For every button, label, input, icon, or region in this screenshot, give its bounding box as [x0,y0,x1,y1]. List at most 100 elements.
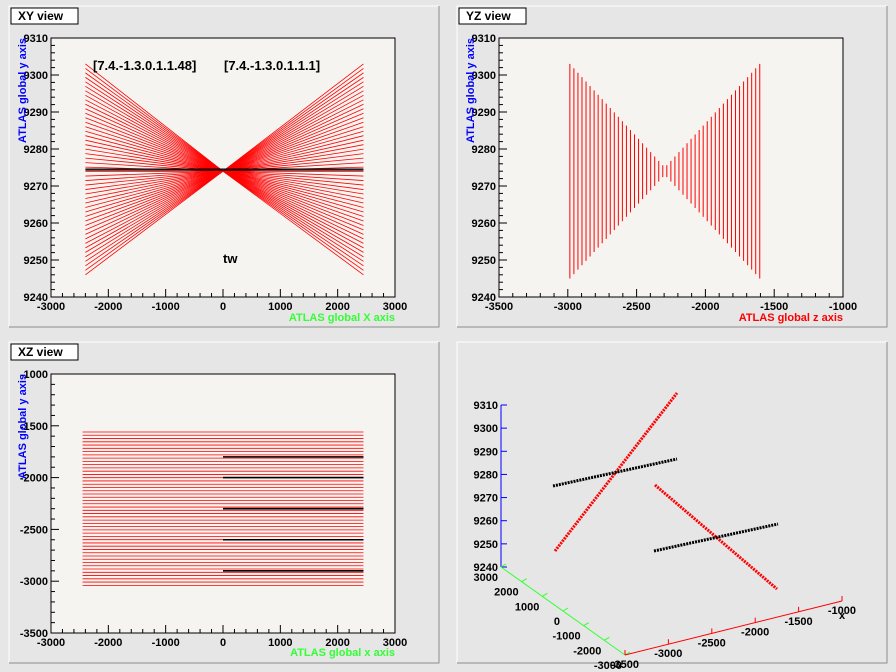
corner-marker-icon: x [839,610,846,622]
track-line-right [222,170,364,240]
z-tick-label: -2500 [698,637,726,649]
track-line-left [85,63,224,172]
x-tick-label: -1500 [760,301,788,313]
track-line-right [222,72,364,172]
track-line-right [222,94,364,172]
track-line-right [222,90,364,172]
track-line-right [222,153,364,172]
x-tick-label: -3000 [37,637,65,649]
track-line-right [222,170,364,217]
y-tick-label: 9250 [24,255,48,267]
track-line-right [222,170,364,208]
track-line-right [222,170,364,181]
track-line-right [222,103,364,172]
track-line-left [85,126,224,172]
y-tick-label: 9280 [474,469,498,481]
x-tick-label: -1000 [829,301,857,313]
x-tick-label: -2000 [94,301,122,313]
track-line-right [222,170,364,213]
x-tick-label: 2000 [494,587,518,599]
x-tick-label: 2000 [325,301,349,313]
x-tick-label: -3000 [594,660,622,672]
x-axis-ticks: -3000 -2000 -1000 0 1000 2000 3000 [37,289,407,313]
y-tick-label: 9290 [474,446,498,458]
track-line-right [222,77,364,172]
y-axis-ticks: 9240 9250 9260 9270 9280 9290 9300 9310 [472,33,507,304]
y-tick-label: -2000 [20,473,48,485]
track-line-left [85,121,224,172]
z-axis-line [624,600,843,656]
track-line-left [85,170,224,217]
track-line-left [85,170,224,249]
y-tick-label: 9280 [472,144,496,156]
pad-3d-view[interactable]: 9240 9250 9260 9270 9280 9290 9300 9310 3000 2000… [456,341,888,672]
track-line-left [85,72,224,172]
track-line-right [222,170,364,222]
z-tick-label: -3000 [654,648,682,660]
pad-frame-highlight [456,341,887,663]
y-tick-label: 9310 [474,400,498,412]
track-line-right [222,139,364,172]
x-tick-mark [542,592,548,597]
track-line-left [85,170,224,240]
track-line-right [222,170,364,253]
y-tick-label: -1500 [20,421,48,433]
y-tick-label: 9270 [24,181,48,193]
pad-title: YZ view [466,9,511,23]
track-line-right [222,170,364,262]
y-tick-label: -3500 [20,628,48,640]
track-line-left [85,99,224,172]
track-line-right [222,170,364,231]
y-tick-label: 9260 [24,218,48,230]
track-line-right [222,85,364,172]
track-line-right [222,170,364,258]
track-line-right [222,170,364,186]
y-tick-label: 9300 [24,70,48,82]
track-line-left [85,170,224,195]
track-line-left [85,148,224,172]
track-line-right [222,170,364,199]
pad-yz-view[interactable]: -3500 -3000 -2500 -2000 -1500 -1000 924092509… [456,5,888,328]
track-line-left [85,170,224,226]
x-tick-label: 3000 [383,637,407,649]
y-tick-label: 9240 [24,292,48,304]
track-line-right [222,108,364,172]
x-tick-mark [562,607,569,612]
y-axis-ticks: -3500 -3000 -2500 -2000 -1500 -1000 [20,369,59,640]
x-tick-label: -3000 [37,301,65,313]
x-tick-label: 0 [220,637,226,649]
data-layer [85,63,364,276]
pad-xz-view[interactable]: -3000 -2000 -1000 0 1000 2000 3000 -3500-3000-… [8,341,440,664]
track-line-left [85,117,224,172]
track-line-left [85,170,224,253]
x-tick-label: 3000 [474,572,498,584]
x-tick-label: -2500 [623,301,651,313]
track-line-right [222,81,364,172]
pad-frame-highlight [8,5,439,327]
x-tick-label: -2000 [573,645,601,657]
y-tick-label: 9300 [474,423,498,435]
x-tick-mark [583,622,589,627]
track-line-left [85,170,224,258]
wire-segment [552,457,678,488]
y-tick-label: -3000 [20,576,48,588]
track-line-left [85,94,224,172]
pad-xy-view[interactable]: -3000 -2000 -1000 0 1000 2000 3000 9240 9250 926… [8,5,440,328]
track-line-left [85,170,224,177]
track-line-right [222,99,364,172]
pad-frame-shadow [9,6,440,328]
track-line-left [85,112,224,172]
track-line-right [222,170,364,244]
track-line-left [85,108,224,172]
x-tick-label: -1000 [152,301,180,313]
x-tick-label: 2000 [325,637,349,649]
track-line-left [85,170,224,181]
y-tick-label: 9310 [24,33,48,45]
track-line-right [222,126,364,172]
chamber-label-left: [7.4.-1.3.0.1.1.48] [93,58,196,73]
data-layer [552,392,779,591]
track-line-left [85,81,224,172]
track-line-left [85,68,224,172]
track-line-right [222,117,364,172]
track-line-left [85,170,224,244]
